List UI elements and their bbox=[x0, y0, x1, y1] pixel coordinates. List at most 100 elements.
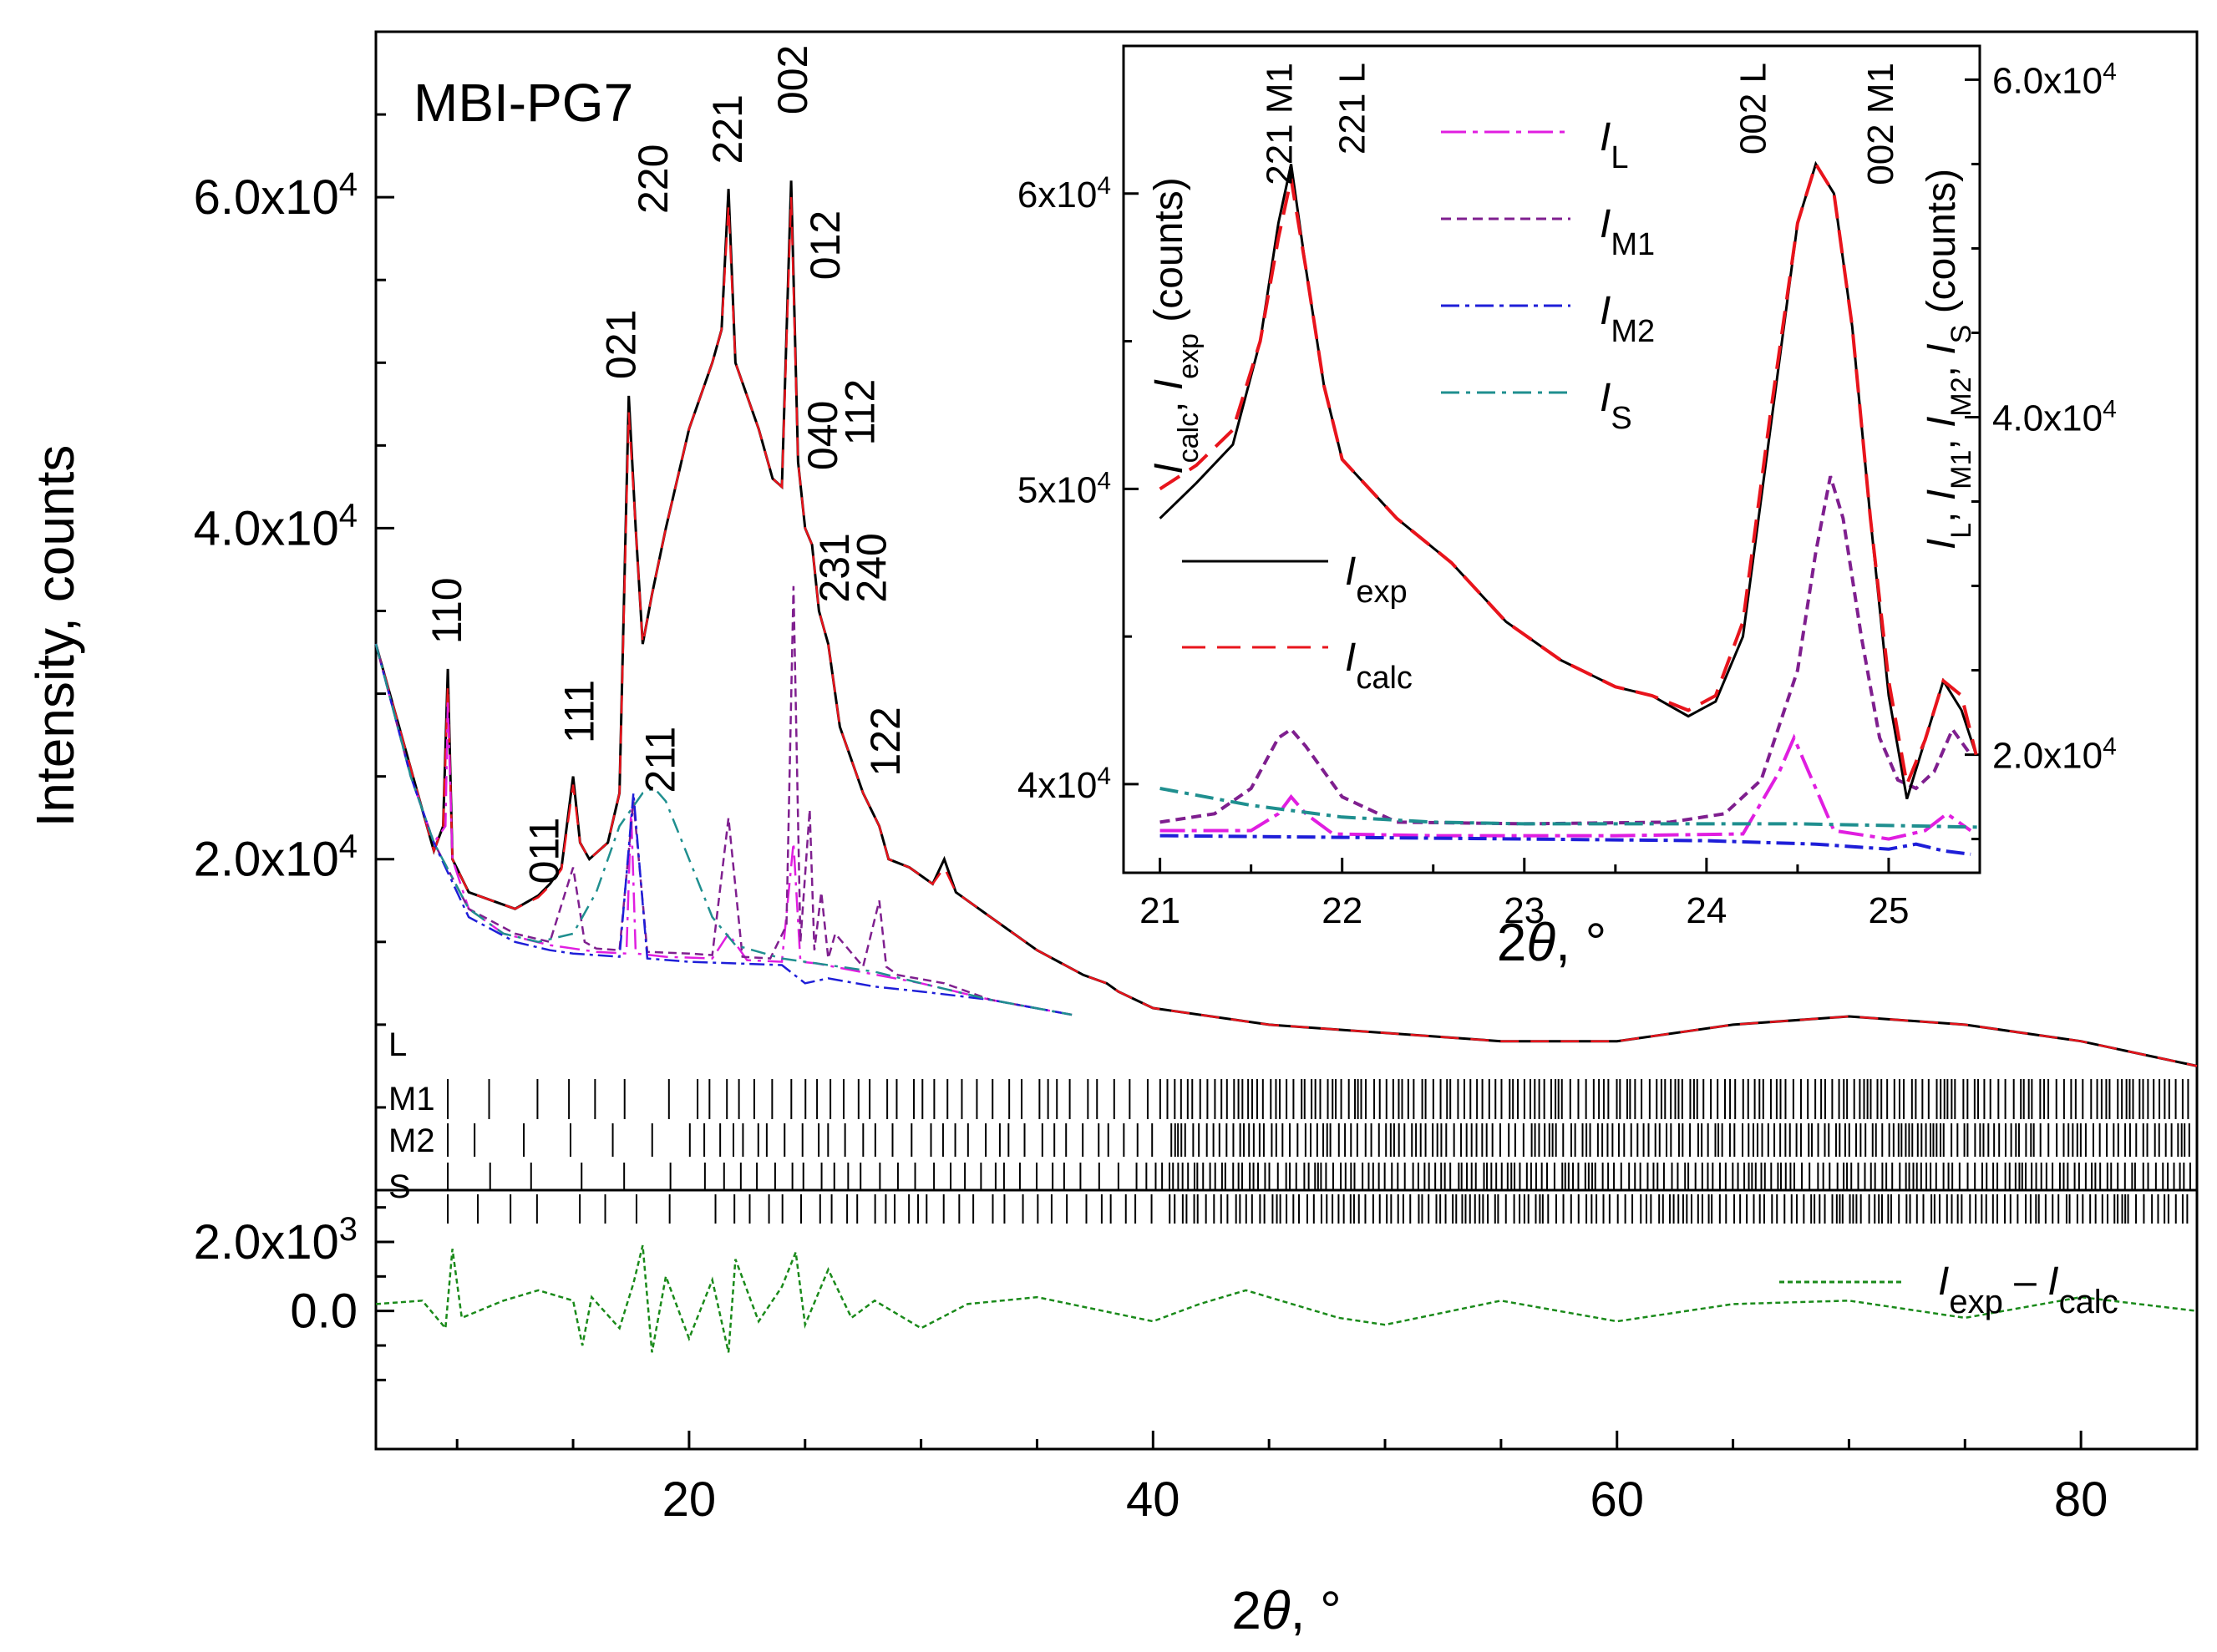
main-x-axis-label: 2θ, ° bbox=[1231, 1580, 1341, 1640]
main-y-tick-label-part-1: 4 bbox=[339, 497, 358, 534]
main-y-tick-label-part-0: 6.0x10 bbox=[194, 170, 339, 225]
inset-legend-text-M1-part-0: I bbox=[1600, 202, 1611, 246]
peak-label-211: 211 bbox=[637, 727, 684, 793]
diff-y-tick-label: 0.0 bbox=[290, 1285, 358, 1339]
main-x-axis-label-part-1: θ bbox=[1261, 1580, 1291, 1640]
inset-x-tick-label: 21 bbox=[1139, 890, 1180, 931]
peak-label-040: 040 bbox=[799, 401, 846, 470]
inset-right-y-axis-label-part-3: I bbox=[1920, 489, 1964, 500]
phase-marks-L bbox=[447, 1079, 2189, 1119]
inset-series-I_L bbox=[1159, 733, 1972, 841]
main-y-tick-label: 6.0x104 bbox=[194, 166, 358, 225]
inset-frame bbox=[1122, 44, 1981, 874]
main-y-tick-label-part-1: 4 bbox=[339, 829, 358, 865]
inset-left-y-tick-label: 4x104 bbox=[1017, 762, 1111, 806]
inset-right-y-axis-label-part-4: M1 bbox=[1946, 450, 1977, 489]
inset-peak-label: 221 M1 bbox=[1259, 63, 1300, 185]
main-series-I_M1 bbox=[374, 585, 1073, 1016]
inset-right-y-axis-label: IL, IM1, IM2, IS (counts) bbox=[1920, 169, 1977, 550]
inset-legend-text-exp-part-1: exp bbox=[1356, 575, 1407, 610]
peak-label-112: 112 bbox=[836, 379, 883, 446]
inset-legend-text-M2: IM2 bbox=[1600, 289, 1655, 349]
inset-legend-text-exp: Iexp bbox=[1345, 550, 1408, 610]
inset-x-axis-label-part-2: , ° bbox=[1555, 912, 1606, 972]
inset-left-y-tick-label-part-0: 4x10 bbox=[1017, 765, 1097, 806]
inset-right-y-axis-label-part-0: I bbox=[1920, 539, 1964, 550]
diff-y-tick-label-part-1: 3 bbox=[339, 1211, 358, 1248]
diff-legend-text-part-3: I bbox=[2047, 1259, 2058, 1304]
main-x-axis-label-part-0: 2 bbox=[1231, 1580, 1261, 1640]
phase-label-L: L bbox=[388, 1026, 407, 1063]
inset-right-y-axis-label-part-10: S bbox=[1946, 325, 1977, 344]
inset-left-y-axis-label-part-1: calc bbox=[1173, 413, 1205, 463]
diff-legend-text: Iexp – Icalc bbox=[1938, 1259, 2118, 1320]
inset-right-y-axis-label-part-7: M2 bbox=[1946, 377, 1977, 416]
inset-legend-text-L-part-1: L bbox=[1611, 140, 1628, 175]
main-y-tick-label-part-0: 2.0x10 bbox=[194, 833, 339, 887]
main-y-tick-label: 2.0x104 bbox=[194, 829, 358, 887]
diff-y-tick-label-part-0: 0.0 bbox=[290, 1285, 358, 1339]
inset-legend-text-L-part-0: I bbox=[1600, 115, 1611, 160]
peak-label-240: 240 bbox=[848, 533, 895, 602]
peak-label-110: 110 bbox=[424, 577, 470, 644]
inset-x-tick-label: 25 bbox=[1868, 890, 1909, 931]
peak-label-231: 231 bbox=[811, 533, 858, 602]
diff-plot-frame bbox=[374, 1188, 2199, 1451]
inset-left-y-tick-label-part-1: 4 bbox=[1097, 171, 1111, 199]
inset-legend-text-calc-part-0: I bbox=[1345, 636, 1356, 680]
diff-y-tick-label-part-0: 2.0x10 bbox=[194, 1215, 339, 1269]
diff-y-tick-label: 2.0x103 bbox=[194, 1211, 358, 1269]
inset-left-y-tick-label-part-0: 6x10 bbox=[1017, 175, 1097, 215]
inset-peak-label: 002 L bbox=[1733, 63, 1773, 155]
main-x-axis-label-part-2: , ° bbox=[1291, 1580, 1342, 1640]
inset-legend-text-M2-part-1: M2 bbox=[1611, 314, 1655, 349]
inset-left-y-tick-label-part-0: 5x10 bbox=[1017, 469, 1097, 510]
inset-right-y-tick-label: 2.0x104 bbox=[1992, 732, 2117, 777]
inset-left-y-axis-label-part-5: (counts) bbox=[1147, 177, 1191, 333]
inset-right-y-tick-label-part-0: 6.0x10 bbox=[1992, 60, 2103, 101]
difference-plot: 0.0 2.0x103 20 40 60 80 2θ, ° Iexp – Icalc bbox=[194, 1188, 2199, 1640]
inset-left-y-axis-label-part-3: I bbox=[1147, 379, 1191, 390]
inset-right-y-tick-label: 6.0x104 bbox=[1992, 58, 2117, 102]
main-series-I_S bbox=[374, 643, 1073, 1016]
diff-legend-text-part-4: calc bbox=[2059, 1284, 2118, 1320]
inset-left-y-axis-label-part-2: , bbox=[1147, 390, 1191, 413]
inset-legend-text-S-part-1: S bbox=[1611, 401, 1631, 436]
main-x-tick-label: 40 bbox=[1126, 1472, 1180, 1527]
inset-right-y-axis-label-part-11: (counts) bbox=[1920, 169, 1964, 325]
main-y-tick-label-part-0: 4.0x10 bbox=[194, 501, 339, 555]
inset-left-y-tick-label: 6x104 bbox=[1017, 171, 1111, 215]
inset-right-y-axis-label-part-2: , bbox=[1920, 500, 1964, 523]
main-series-I_calc bbox=[374, 197, 2198, 1067]
phase-marks-M2 bbox=[447, 1163, 2191, 1190]
peak-label-221: 221 bbox=[704, 94, 751, 164]
inset-right-y-axis-label-part-5: , bbox=[1920, 428, 1964, 450]
inset-series-I_calc bbox=[1159, 160, 1978, 791]
inset-right-y-axis-label-part-1: L bbox=[1946, 523, 1977, 539]
inset-x-tick-label: 23 bbox=[1504, 890, 1545, 931]
phase-label-M2: M2 bbox=[388, 1122, 435, 1159]
inset-left-y-axis-label-part-0: I bbox=[1147, 463, 1191, 474]
inset-right-y-tick-label-part-0: 2.0x10 bbox=[1992, 736, 2103, 777]
diff-legend-text-part-2: – bbox=[2003, 1259, 2047, 1304]
peak-label-021: 021 bbox=[597, 310, 644, 379]
inset-right-y-axis-label-part-9: I bbox=[1920, 343, 1964, 354]
inset-right-y-axis-label-part-6: I bbox=[1920, 417, 1964, 428]
main-y-axis-label: Intensity, counts bbox=[25, 445, 85, 828]
inset-x-axis-label-part-0: 2 bbox=[1497, 912, 1527, 972]
inset-legend-text-L: IL bbox=[1600, 115, 1628, 175]
main-y-tick-label-part-1: 4 bbox=[339, 166, 358, 203]
inset-legend-text-calc: Icalc bbox=[1345, 636, 1413, 696]
main-title: MBI-PG7 bbox=[413, 73, 633, 133]
inset-right-y-tick-label: 4.0x104 bbox=[1992, 395, 2117, 439]
inset-legend-text-M1: IM1 bbox=[1600, 202, 1655, 262]
diff-legend-text-part-0: I bbox=[1938, 1259, 1949, 1304]
inset-left-y-tick-label-part-1: 4 bbox=[1097, 762, 1111, 789]
inset-x-tick-label: 22 bbox=[1322, 890, 1362, 931]
peak-label-220: 220 bbox=[630, 144, 677, 214]
inset-legend-text-M2-part-0: I bbox=[1600, 289, 1611, 333]
phase-label-M1: M1 bbox=[388, 1081, 435, 1117]
inset-right-y-tick-label-part-0: 4.0x10 bbox=[1992, 398, 2103, 438]
